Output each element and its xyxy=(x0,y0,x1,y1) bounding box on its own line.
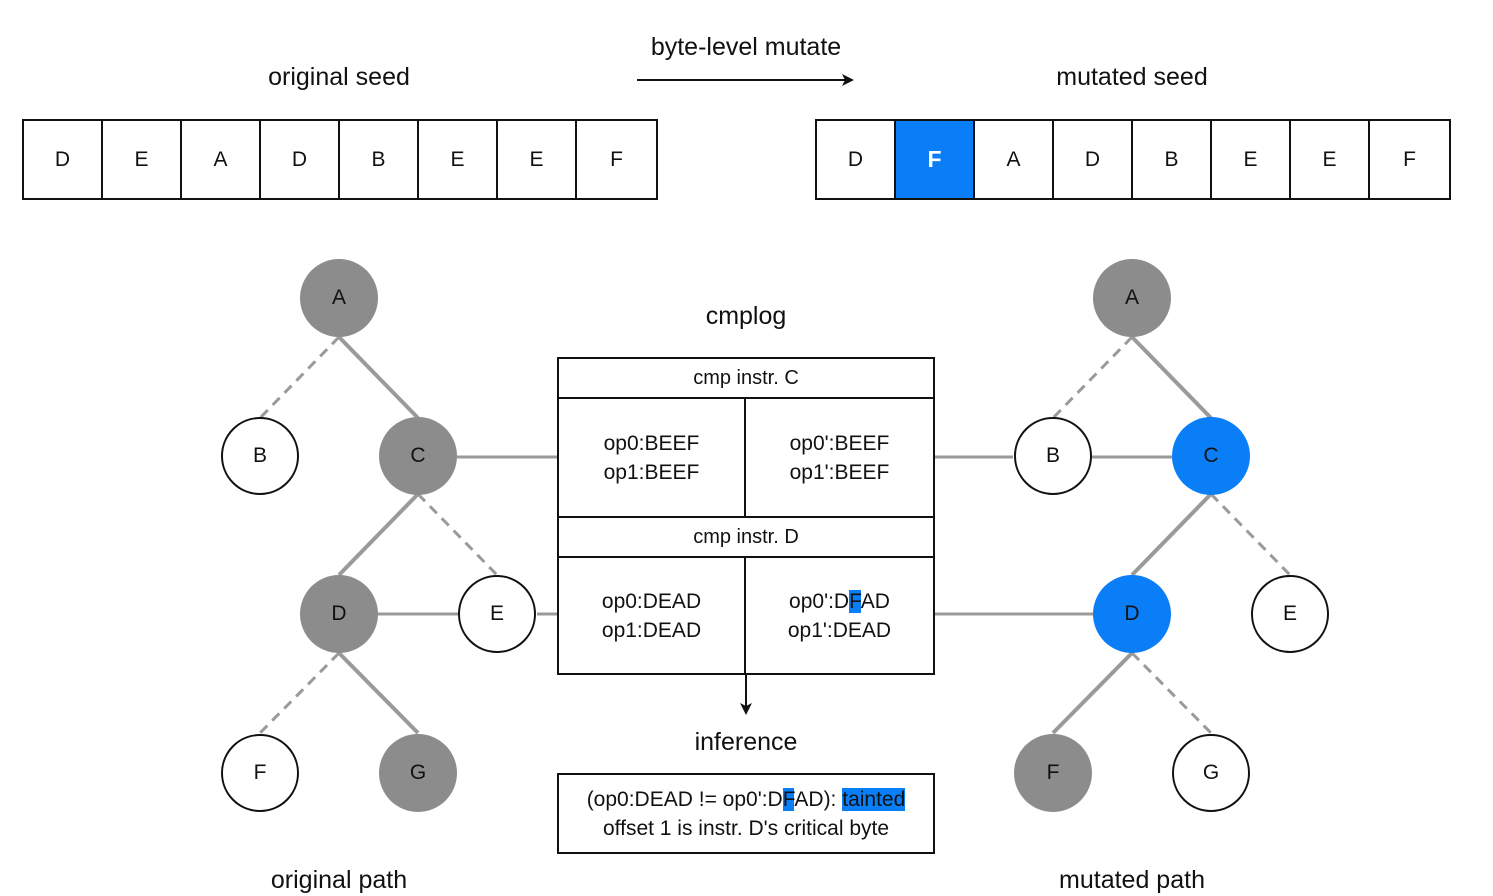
cmp-d-original-ops: op0:DEAD op1:DEAD xyxy=(559,558,746,673)
orig-node-g: G xyxy=(379,734,457,812)
orig-node-d: D xyxy=(300,575,378,653)
op-value-mutated: op0':DFAD xyxy=(789,587,890,616)
seed-byte: F xyxy=(1403,147,1416,171)
inference-line-1: (op0:DEAD != op0':DFAD): tainted xyxy=(587,785,906,814)
inference-line-2: offset 1 is instr. D's critical byte xyxy=(602,816,890,840)
mut-node-b: B xyxy=(1014,417,1092,495)
mutated-path-caption: mutated path xyxy=(1059,866,1205,894)
seed-byte: B xyxy=(1133,121,1212,198)
cmplog-title: cmplog xyxy=(705,302,787,330)
seed-byte: D xyxy=(24,121,103,198)
edge-dashed xyxy=(258,651,341,735)
seed-byte: E xyxy=(1212,121,1291,198)
mut-node-g: G xyxy=(1172,734,1250,812)
seed-byte: A xyxy=(182,121,261,198)
tainted-tag: tainted xyxy=(842,787,906,811)
edge-solid xyxy=(337,492,420,577)
original-path-caption: original path xyxy=(270,866,408,894)
orig-node-f: F xyxy=(221,734,299,812)
seed-byte: D xyxy=(1054,121,1133,198)
cmp-instr-c-row: op0:BEEF op1:BEEF op0':BEEF op1':BEEF xyxy=(559,399,933,518)
seed-byte: D xyxy=(817,121,896,198)
cmp-instr-d-row: op0:DEAD op1:DEAD op0':DFAD op1':DEAD xyxy=(559,558,933,673)
orig-node-b: B xyxy=(221,417,299,495)
mut-node-f: F xyxy=(1014,734,1092,812)
inference-box: (op0:DEAD != op0':DFAD): tainted offset … xyxy=(557,773,935,854)
mutated-seed-bytes: D F A D B E E F xyxy=(815,119,1451,200)
op-value: op0:BEEF xyxy=(603,431,700,455)
op-value: op1':DEAD xyxy=(787,618,892,642)
cmp-d-mutated-ops: op0':DFAD op1':DEAD xyxy=(746,558,933,673)
seed-byte: E xyxy=(1291,121,1370,198)
op-value: op1:DEAD xyxy=(601,618,702,642)
edge-solid xyxy=(1130,492,1213,577)
op-value: op0:DEAD xyxy=(601,589,702,613)
seed-byte: B xyxy=(340,121,419,198)
mutate-arrow-label: byte-level mutate xyxy=(650,33,842,61)
edge-dashed xyxy=(416,492,499,577)
mutated-byte-highlight: F xyxy=(849,589,861,613)
edge-solid xyxy=(337,651,420,735)
seed-byte: A xyxy=(975,121,1054,198)
edge-dashed xyxy=(1130,651,1213,735)
cmp-instr-c-header: cmp instr. C xyxy=(559,359,933,399)
cmplog-table: cmp instr. C op0:BEEF op1:BEEF op0':BEEF… xyxy=(557,357,935,675)
edge-dashed xyxy=(1209,492,1292,577)
mutated-byte-highlight: F xyxy=(896,121,975,198)
edge-solid xyxy=(1130,335,1213,420)
seed-byte: E xyxy=(103,121,182,198)
orig-node-c: C xyxy=(379,417,457,495)
op-value: op1':BEEF xyxy=(789,460,890,484)
inference-title: inference xyxy=(694,728,798,756)
orig-node-a: A xyxy=(300,259,378,337)
inference-mid: AD): xyxy=(794,787,843,811)
mutated-seed-title: mutated seed xyxy=(1056,63,1208,91)
seed-byte: E xyxy=(419,121,498,198)
cmp-c-original-ops: op0:BEEF op1:BEEF xyxy=(559,399,746,516)
op-suffix: AD xyxy=(860,589,890,613)
edge-dashed xyxy=(1051,335,1134,420)
cmp-instr-d-header: cmp instr. D xyxy=(559,518,933,558)
mut-node-e: E xyxy=(1251,575,1329,653)
op-value: op1:BEEF xyxy=(603,460,700,484)
mutated-byte-highlight: F xyxy=(782,787,795,811)
cmp-c-mutated-ops: op0':BEEF op1':BEEF xyxy=(746,399,933,516)
original-seed-bytes: D E A D B E E F xyxy=(22,119,658,200)
mut-node-a: A xyxy=(1093,259,1171,337)
inference-prefix: (op0:DEAD != op0':D xyxy=(586,787,783,811)
op-value: op0':BEEF xyxy=(789,431,890,455)
edge-solid xyxy=(337,335,420,420)
seed-byte: D xyxy=(261,121,340,198)
edge-dashed xyxy=(258,335,341,420)
seed-byte: E xyxy=(498,121,577,198)
edge-solid xyxy=(1051,651,1134,735)
orig-node-e: E xyxy=(458,575,536,653)
original-seed-title: original seed xyxy=(268,63,410,91)
seed-byte: F xyxy=(610,147,623,171)
op-prefix: op0':D xyxy=(789,589,850,613)
mut-node-d: D xyxy=(1093,575,1171,653)
mut-node-c: C xyxy=(1172,417,1250,495)
